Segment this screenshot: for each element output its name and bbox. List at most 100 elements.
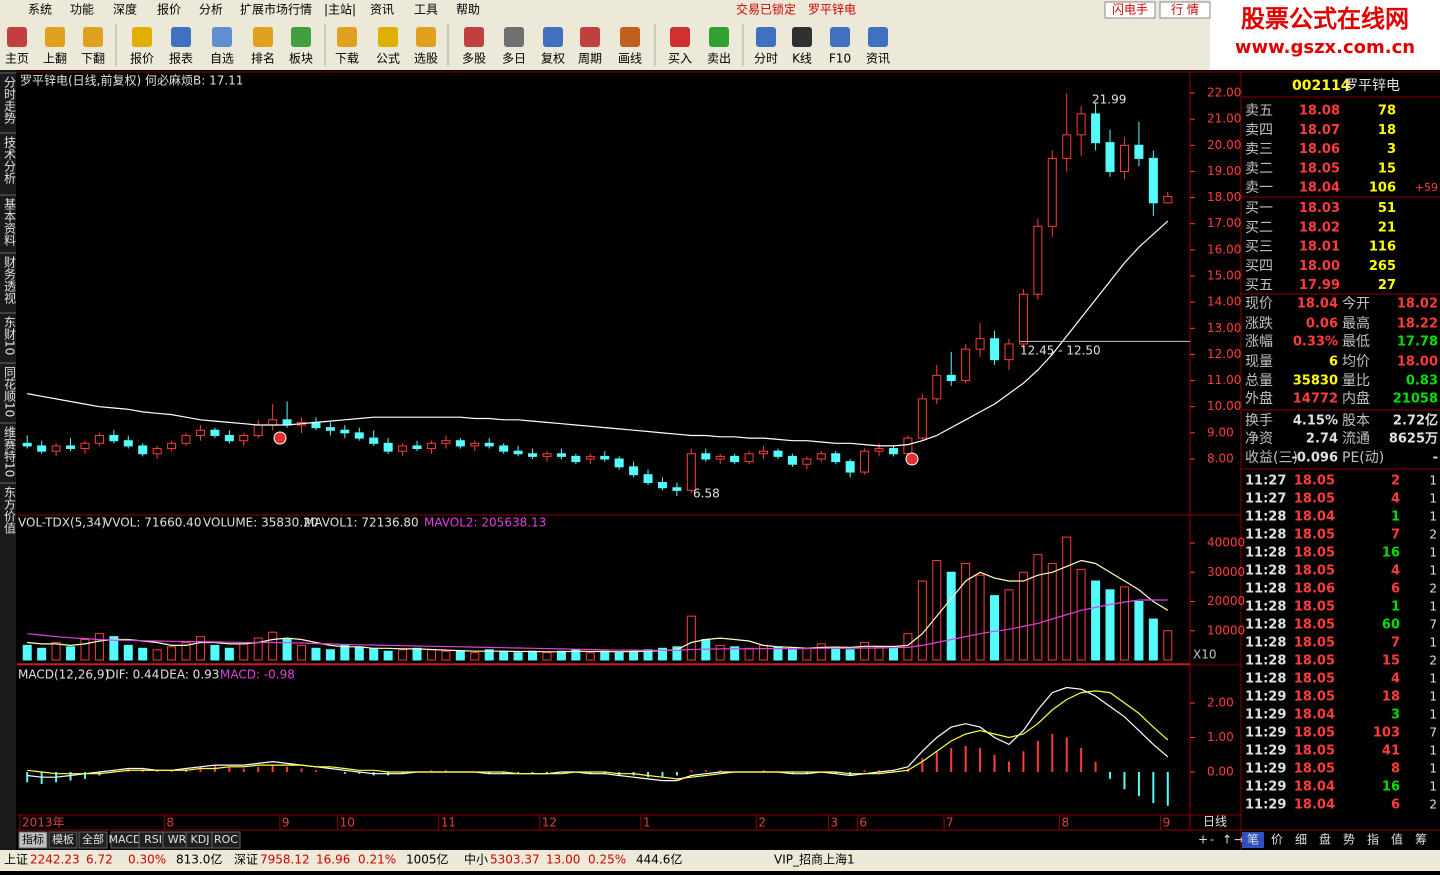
menu-item[interactable]: 资讯 <box>370 3 394 17</box>
side-tab[interactable]: 基本资料 <box>3 198 17 246</box>
tool-icon[interactable] <box>253 27 273 47</box>
menu-item[interactable]: 扩展市场行情 <box>240 2 312 17</box>
info-value: 0.06 <box>1306 317 1338 332</box>
panel-tab[interactable]: 笔 <box>1247 832 1259 847</box>
info-label: 量比 <box>1342 373 1370 389</box>
tool-icon[interactable] <box>132 27 152 47</box>
tool-icon[interactable] <box>171 27 191 47</box>
bottom-tab-label[interactable]: ROC <box>214 833 238 846</box>
tool-icon[interactable] <box>543 27 563 47</box>
tool-label[interactable]: 分时 <box>754 52 778 66</box>
tool-label[interactable]: 自选 <box>210 52 234 66</box>
menu-item[interactable]: 系统 <box>28 3 52 17</box>
tool-label[interactable]: 排名 <box>251 51 275 66</box>
panel-tab[interactable]: 指 <box>1367 832 1379 847</box>
side-tab[interactable]: 东方价值 <box>3 486 17 535</box>
tool-label[interactable]: F10 <box>829 52 851 66</box>
side-tab[interactable]: 分时走势 <box>3 76 17 124</box>
menu-item[interactable]: 报价 <box>157 2 181 17</box>
bottom-tab[interactable] <box>78 831 108 849</box>
volume-bar <box>412 647 422 661</box>
tool-icon[interactable] <box>868 27 888 47</box>
tool-label[interactable]: 复权 <box>541 52 565 66</box>
menu-item[interactable]: 工具 <box>414 3 438 17</box>
bottom-tab-label[interactable]: 全部 <box>82 832 104 846</box>
tool-label[interactable]: 选股 <box>414 52 438 66</box>
volume-bar <box>831 647 841 661</box>
tool-icon[interactable] <box>378 27 398 47</box>
bottom-tab-label[interactable]: MACD <box>109 833 142 846</box>
bottom-tab[interactable] <box>18 831 48 849</box>
index-field: 上证 <box>4 853 28 867</box>
tool-icon[interactable] <box>580 27 600 47</box>
nav-button[interactable]: + <box>1198 833 1208 847</box>
nav-button[interactable]: - <box>1210 833 1214 847</box>
bottom-tab[interactable] <box>211 831 241 849</box>
tool-icon[interactable] <box>620 27 640 47</box>
top-button-label[interactable]: 闪电手 <box>1112 3 1148 17</box>
panel-tab[interactable]: 盘 <box>1319 832 1331 847</box>
x-tick-label: 6 <box>859 816 867 830</box>
tool-label[interactable]: 板块 <box>289 52 313 66</box>
tool-icon[interactable] <box>830 27 850 47</box>
tool-label[interactable]: 上翻 <box>43 52 67 66</box>
tool-label[interactable]: K线 <box>792 52 812 66</box>
panel-tab[interactable]: 势 <box>1343 833 1355 847</box>
bottom-tab-label[interactable]: KDJ <box>191 833 210 846</box>
nav-button[interactable]: → <box>1234 833 1244 847</box>
tool-label[interactable]: 公式 <box>376 52 400 66</box>
side-tab[interactable]: 维赛特10 <box>3 426 17 478</box>
tool-icon[interactable] <box>670 27 690 47</box>
tool-label[interactable]: 画线 <box>618 52 642 66</box>
panel-tab[interactable]: 细 <box>1295 833 1307 847</box>
book-price: 18.01 <box>1299 240 1340 255</box>
tool-icon[interactable] <box>45 27 65 47</box>
menu-item[interactable]: 分析 <box>199 3 223 17</box>
side-tab[interactable]: 同花顺10 <box>3 366 17 417</box>
y-tick-label: 40000 <box>1207 536 1245 550</box>
tool-icon[interactable] <box>464 27 484 47</box>
tool-icon[interactable] <box>792 27 812 47</box>
tool-icon[interactable] <box>291 27 311 47</box>
menu-item[interactable]: |主站| <box>324 3 356 17</box>
panel-tab[interactable]: 值 <box>1391 832 1403 847</box>
tool-icon[interactable] <box>504 27 524 47</box>
side-tab[interactable]: 东财10 <box>3 316 17 356</box>
side-tab[interactable]: 财务透视 <box>3 256 17 304</box>
menu-item[interactable]: 帮助 <box>456 3 480 17</box>
bottom-tab[interactable] <box>48 831 78 849</box>
bottom-tab-label[interactable]: 模板 <box>52 832 74 846</box>
panel-tab[interactable]: 筹 <box>1415 833 1427 847</box>
top-button[interactable] <box>1159 1 1211 19</box>
panel-tab-active[interactable] <box>1242 832 1264 848</box>
tool-label[interactable]: 下载 <box>335 52 359 66</box>
tool-label[interactable]: 多股 <box>462 52 486 66</box>
tool-icon[interactable] <box>756 27 776 47</box>
tool-label[interactable]: 报表 <box>169 51 193 66</box>
tool-icon[interactable] <box>7 27 27 47</box>
tool-label[interactable]: 多日 <box>502 52 526 66</box>
bottom-tab-label[interactable]: 指标 <box>22 832 44 846</box>
tool-label[interactable]: 买入 <box>668 52 692 66</box>
panel-tab[interactable]: 价 <box>1271 833 1283 847</box>
tool-icon[interactable] <box>709 27 729 47</box>
tool-label[interactable]: 主页 <box>5 52 29 66</box>
tool-label[interactable]: 周期 <box>578 52 602 66</box>
tool-icon[interactable] <box>416 27 436 47</box>
top-button-label[interactable]: 行 情 <box>1171 3 1199 17</box>
menu-item[interactable]: 深度 <box>113 2 137 17</box>
menu-item[interactable]: 功能 <box>70 3 94 17</box>
tool-label[interactable]: 下翻 <box>81 52 105 66</box>
bottom-tab-label[interactable]: RSI <box>144 833 162 846</box>
info-value: 35830 <box>1293 374 1338 389</box>
side-tab[interactable]: 技术分析 <box>3 136 17 185</box>
tool-icon[interactable] <box>337 27 357 47</box>
top-button[interactable] <box>1104 1 1156 19</box>
tool-label[interactable]: 资讯 <box>866 52 890 66</box>
tool-icon[interactable] <box>212 27 232 47</box>
tool-label[interactable]: 报价 <box>130 51 154 66</box>
tool-label[interactable]: 卖出 <box>707 52 731 66</box>
bottom-tab-label[interactable]: WR <box>168 833 187 846</box>
tool-icon[interactable] <box>83 27 103 47</box>
nav-button[interactable]: ↑ <box>1222 833 1232 847</box>
